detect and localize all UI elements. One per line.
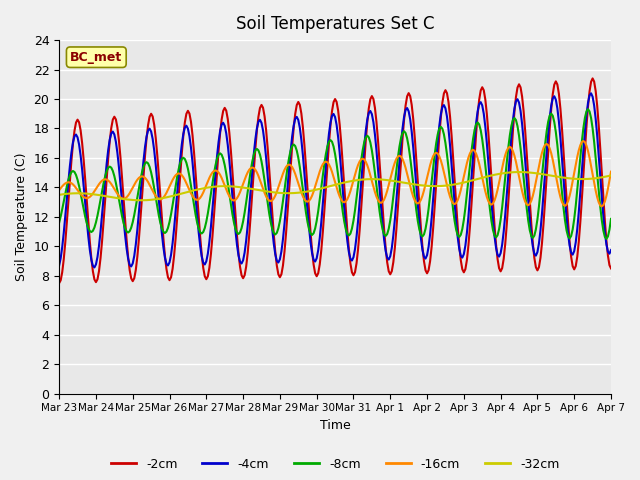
-32cm — [607, 173, 615, 179]
-4cm — [371, 132, 379, 137]
Y-axis label: Soil Temperature (C): Soil Temperature (C) — [15, 153, 28, 281]
-16cm — [400, 160, 408, 166]
-2cm — [369, 96, 377, 102]
-32cm — [70, 191, 78, 196]
-8cm — [70, 169, 78, 175]
-32cm — [55, 192, 63, 198]
-16cm — [70, 183, 78, 189]
-8cm — [584, 106, 592, 112]
X-axis label: Time: Time — [320, 419, 351, 432]
-16cm — [158, 196, 166, 202]
-8cm — [607, 216, 615, 222]
-16cm — [540, 145, 547, 151]
-16cm — [580, 138, 588, 144]
-2cm — [607, 265, 615, 271]
Legend: -2cm, -4cm, -8cm, -16cm, -32cm: -2cm, -4cm, -8cm, -16cm, -32cm — [106, 453, 564, 476]
Line: -8cm: -8cm — [59, 109, 611, 239]
Line: -16cm: -16cm — [59, 141, 611, 206]
-16cm — [598, 204, 605, 209]
-4cm — [55, 263, 63, 268]
-32cm — [136, 197, 144, 203]
-2cm — [158, 216, 166, 221]
-8cm — [540, 156, 547, 162]
-32cm — [159, 195, 167, 201]
-16cm — [369, 184, 377, 190]
-4cm — [70, 133, 78, 139]
-8cm — [369, 158, 377, 164]
-8cm — [55, 220, 63, 226]
Line: -2cm: -2cm — [59, 78, 611, 283]
-2cm — [388, 268, 396, 274]
-4cm — [588, 90, 595, 96]
-8cm — [158, 226, 166, 231]
-4cm — [159, 244, 167, 250]
-2cm — [400, 117, 408, 123]
-8cm — [400, 128, 408, 134]
Text: BC_met: BC_met — [70, 51, 122, 64]
-32cm — [515, 169, 523, 175]
-4cm — [607, 247, 615, 253]
-32cm — [390, 178, 397, 184]
-8cm — [603, 236, 611, 242]
-16cm — [607, 169, 615, 175]
-2cm — [589, 75, 596, 81]
-4cm — [91, 264, 99, 270]
-2cm — [55, 280, 63, 286]
Title: Soil Temperatures Set C: Soil Temperatures Set C — [236, 15, 435, 33]
-32cm — [371, 176, 379, 182]
Line: -32cm: -32cm — [59, 172, 611, 200]
-2cm — [540, 220, 547, 226]
-4cm — [402, 107, 410, 113]
-4cm — [390, 232, 397, 238]
-16cm — [388, 170, 396, 176]
-32cm — [543, 172, 550, 178]
-2cm — [70, 128, 78, 133]
Line: -4cm: -4cm — [59, 93, 611, 267]
-4cm — [541, 170, 549, 176]
-32cm — [402, 180, 410, 186]
-16cm — [55, 187, 63, 193]
-8cm — [388, 207, 396, 213]
